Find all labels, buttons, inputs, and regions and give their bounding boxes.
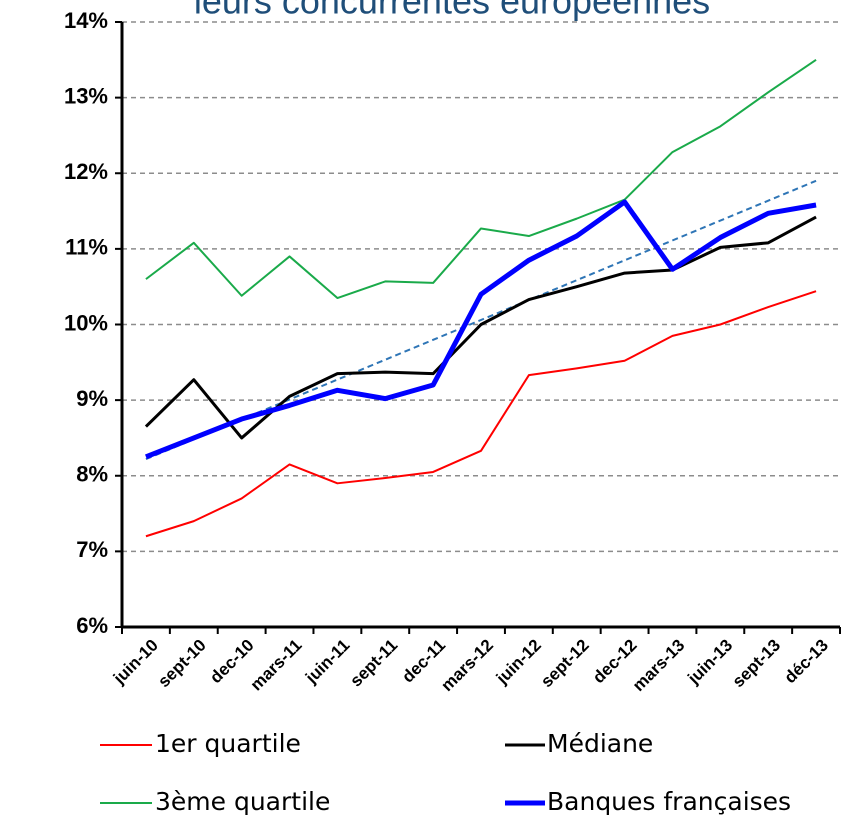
x-tick-label: juin-12 [492,636,545,689]
y-tick-label: 6% [76,613,108,638]
series-line [145,58,817,300]
legend-label: Médiane [547,729,653,758]
x-tick-label: sept-10 [154,636,210,692]
legend-label: 3ème quartile [155,787,330,816]
series-line [145,199,817,460]
y-tick-label: 14% [64,8,108,33]
x-tick-label: juin-11 [301,636,353,688]
legend-label: Banques françaises [547,787,791,816]
x-tick-label: mars-12 [437,636,497,696]
x-tick-label: sept-12 [537,636,593,692]
y-tick-label: 13% [64,83,108,108]
x-tick-label: juin-13 [683,636,736,689]
x-tick-label: déc-13 [781,636,833,688]
x-tick-label: sept-11 [346,636,401,691]
legend-label: 1er quartile [155,729,301,758]
y-tick-label: 8% [76,462,108,487]
y-tick-label: 12% [64,159,108,184]
x-tick-label: mars-13 [629,636,689,696]
series-line [144,215,817,440]
y-tick-label: 9% [76,386,108,411]
y-tick-label: 11% [65,235,108,260]
chart-title: leurs concurrentes européennes [194,0,710,22]
x-tick-label: mars-11 [247,636,306,695]
x-tick-label: sept-13 [729,636,785,692]
y-tick-label: 10% [64,310,108,335]
y-tick-label: 7% [76,537,108,562]
x-tick-label: juin-10 [109,636,162,689]
series-line [145,290,817,538]
